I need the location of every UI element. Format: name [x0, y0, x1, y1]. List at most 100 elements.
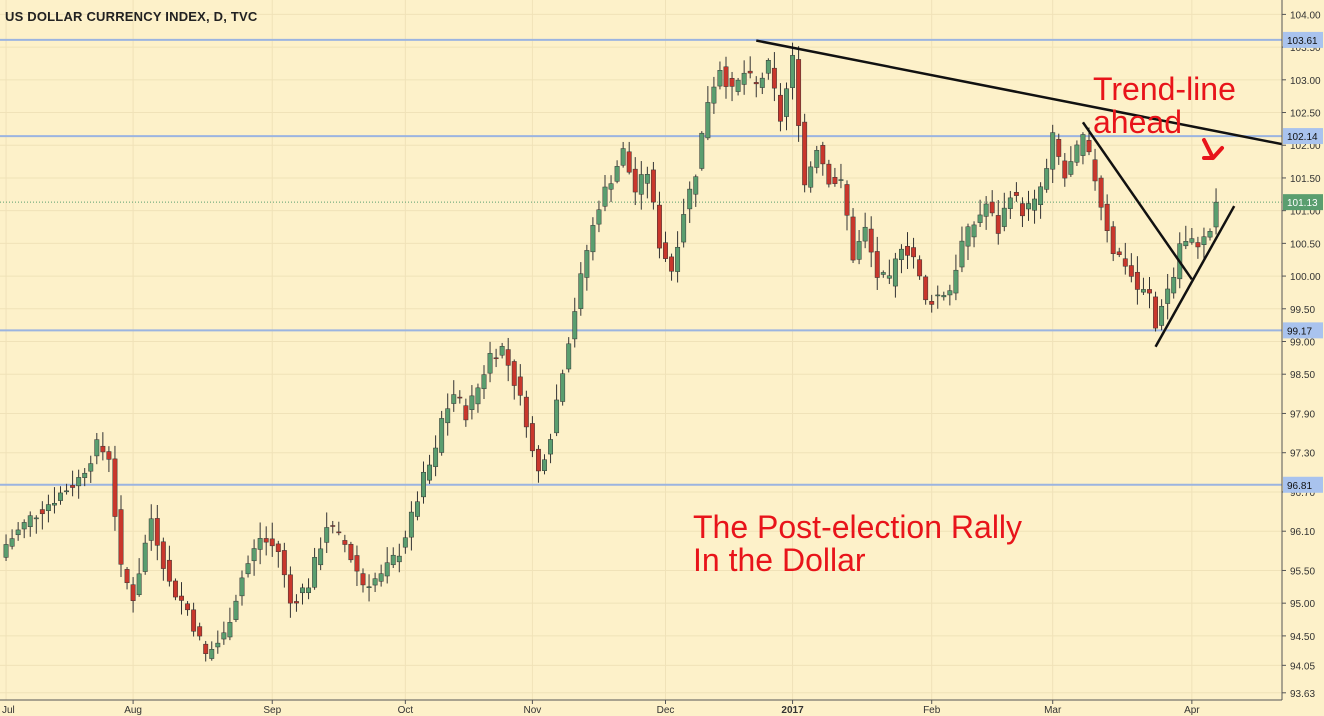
candle-body [154, 518, 160, 546]
candle-body [977, 214, 983, 223]
candle-body [560, 373, 566, 402]
candle-body [681, 214, 687, 243]
candle-body [1044, 168, 1050, 190]
candle-body [1056, 139, 1062, 157]
candle-body [953, 269, 959, 294]
price-tick-label: 100.50 [1290, 239, 1321, 250]
candle-body [584, 250, 590, 278]
candle-body [699, 132, 705, 169]
chart-title: US DOLLAR CURRENCY INDEX, D, TVC [5, 9, 258, 24]
time-tick-label: Nov [524, 705, 542, 716]
candle-body [536, 448, 541, 472]
candle-body [64, 490, 69, 493]
annotation-post-election-rally: The Post-election Rally In the Dollar [693, 511, 1022, 576]
candle-body [1165, 288, 1171, 304]
candle-body [124, 569, 130, 584]
price-tick-label: 99.50 [1290, 305, 1315, 316]
candle-body [33, 517, 39, 520]
candle-body [82, 472, 88, 478]
candle-body [421, 471, 426, 498]
candle-body [566, 343, 572, 370]
candle-body [868, 228, 874, 253]
candle-body [1026, 203, 1031, 210]
candle-body [209, 649, 215, 659]
candle-body [1134, 271, 1140, 290]
price-tick-label: 95.50 [1290, 566, 1315, 577]
candle-body [1116, 251, 1122, 255]
candle-body [1050, 132, 1056, 170]
candle-body [693, 176, 699, 195]
candle-body [306, 587, 312, 593]
candle-body [1007, 197, 1013, 209]
candle-body [354, 555, 360, 572]
candle-body [905, 245, 910, 256]
candle-body [457, 396, 463, 399]
candle-body [1183, 241, 1189, 247]
candle-body [650, 169, 656, 203]
candle-body [166, 559, 172, 582]
candle-body [360, 573, 366, 586]
candle-body [1098, 177, 1104, 208]
candle-body [784, 88, 789, 117]
candle-body [366, 586, 372, 588]
candle-body [1141, 289, 1146, 293]
candle-body [771, 67, 777, 89]
candle-body [856, 241, 862, 260]
price-axis-background [1282, 0, 1324, 716]
candle-body [9, 538, 15, 547]
candle-body [336, 531, 342, 534]
candle-body [197, 626, 203, 637]
candle-body [572, 311, 578, 340]
price-tick-label: 103.50 [1290, 43, 1321, 54]
time-tick-label: Dec [657, 705, 675, 716]
candle-body [620, 148, 626, 166]
candle-body [173, 580, 178, 598]
candle-body [348, 543, 354, 561]
candle-body [3, 544, 9, 558]
candle-body [505, 349, 511, 366]
candle-body [753, 82, 759, 85]
level-price-tag [1283, 476, 1323, 493]
candle-body [959, 240, 965, 268]
candle-body [76, 477, 82, 487]
annotation-line: In the Dollar [693, 541, 866, 578]
annotation-line: The Post-election Rally [693, 509, 1023, 545]
time-tick-label: Sep [263, 705, 281, 716]
candle-body [275, 543, 281, 552]
candle-body [106, 451, 112, 460]
candle-body [523, 396, 529, 428]
candle-body [983, 203, 989, 217]
candle-body [971, 224, 977, 238]
candle-body [614, 166, 620, 182]
candle-body [312, 557, 318, 588]
candle-body [995, 215, 1001, 234]
candle-body [227, 622, 233, 638]
candle-body [27, 515, 33, 528]
candle-body [21, 522, 27, 530]
candle-body [899, 248, 904, 260]
candle-body [814, 150, 820, 168]
candle-body [45, 504, 51, 512]
candle-body [239, 577, 245, 597]
candle-body [378, 573, 384, 582]
candle-body [735, 79, 741, 92]
price-tick-label: 101.00 [1290, 207, 1321, 218]
candle-body [1074, 144, 1080, 163]
candle-body [233, 600, 239, 620]
candle-body [493, 357, 499, 360]
candle-body [324, 527, 330, 543]
candle-body [517, 376, 523, 396]
price-tick-label: 100.00 [1290, 272, 1321, 283]
candle-body [160, 541, 166, 569]
annotation-trend-line-ahead: Trend-line ahead [1093, 73, 1236, 138]
time-tick-label: Apr [1184, 705, 1200, 716]
candle-body [269, 538, 275, 547]
candle-body [947, 290, 953, 296]
candle-body [632, 168, 638, 193]
trendline [1081, 121, 1193, 281]
candle-body [179, 595, 184, 601]
candle-body [669, 256, 674, 272]
